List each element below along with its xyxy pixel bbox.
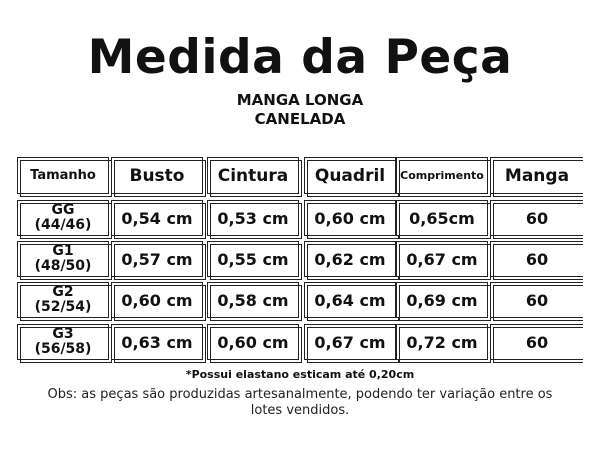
manga-value: 60 (490, 282, 583, 321)
manga-value: 60 (490, 324, 583, 363)
busto-value: 0,60 cm (111, 282, 206, 321)
busto-value: 0,57 cm (111, 241, 206, 280)
busto-value: 0,63 cm (111, 324, 206, 363)
size-cell: GG (44/46) (17, 200, 112, 239)
comprimento-value: 0,65cm (396, 200, 491, 239)
table-row: G3 (56/58) 0,63 cm 0,60 cm 0,67 cm 0,72 … (17, 324, 583, 363)
cintura-value: 0,58 cm (207, 282, 302, 321)
size-cell: G1 (48/50) (17, 241, 112, 280)
table-header-row: Tamanho Busto Cintura Quadril Compriment… (17, 157, 583, 197)
quadril-value: 0,60 cm (304, 200, 399, 239)
subtitle-line-1: MANGA LONGA (236, 91, 364, 109)
cintura-value: 0,53 cm (207, 200, 302, 239)
table-row: GG (44/46) 0,54 cm 0,53 cm 0,60 cm 0,65c… (17, 200, 583, 239)
header-busto: Busto (111, 157, 206, 197)
subtitle-line-2: CANELADA (254, 110, 346, 128)
size-cell: G2 (52/54) (17, 282, 112, 321)
manga-value: 60 (490, 200, 583, 239)
quadril-value: 0,62 cm (304, 241, 399, 280)
cintura-value: 0,60 cm (207, 324, 302, 363)
manga-value: 60 (490, 241, 583, 280)
header-tamanho: Tamanho (17, 157, 112, 197)
size-label: G1 (52, 243, 74, 259)
header-manga: Manga (490, 157, 583, 197)
busto-value: 0,54 cm (111, 200, 206, 239)
quadril-value: 0,64 cm (304, 282, 399, 321)
size-cell: G3 (56/58) (17, 324, 112, 363)
observation-text: Obs: as peças são produzidas artesanalme… (47, 387, 553, 418)
comprimento-value: 0,69 cm (396, 282, 491, 321)
header-cintura: Cintura (207, 157, 302, 197)
page-title: Medida da Peça (87, 30, 513, 85)
size-label: G3 (52, 326, 74, 342)
table-row: G2 (52/54) 0,60 cm 0,58 cm 0,64 cm 0,69 … (17, 282, 583, 321)
comprimento-value: 0,72 cm (396, 324, 491, 363)
cintura-value: 0,55 cm (207, 241, 302, 280)
header-quadril: Quadril (304, 157, 399, 197)
size-range: (56/58) (34, 341, 92, 357)
size-label: GG (51, 202, 75, 218)
size-range: (52/54) (34, 299, 92, 315)
header-comprimento: Comprimento (396, 157, 491, 197)
size-range: (44/46) (34, 217, 92, 233)
quadril-value: 0,67 cm (304, 324, 399, 363)
elastane-note: *Possui elastano esticam até 0,20cm (185, 368, 415, 381)
comprimento-value: 0,67 cm (396, 241, 491, 280)
size-range: (48/50) (34, 258, 92, 274)
size-label: G2 (52, 284, 74, 300)
table-row: G1 (48/50) 0,57 cm 0,55 cm 0,62 cm 0,67 … (17, 241, 583, 280)
